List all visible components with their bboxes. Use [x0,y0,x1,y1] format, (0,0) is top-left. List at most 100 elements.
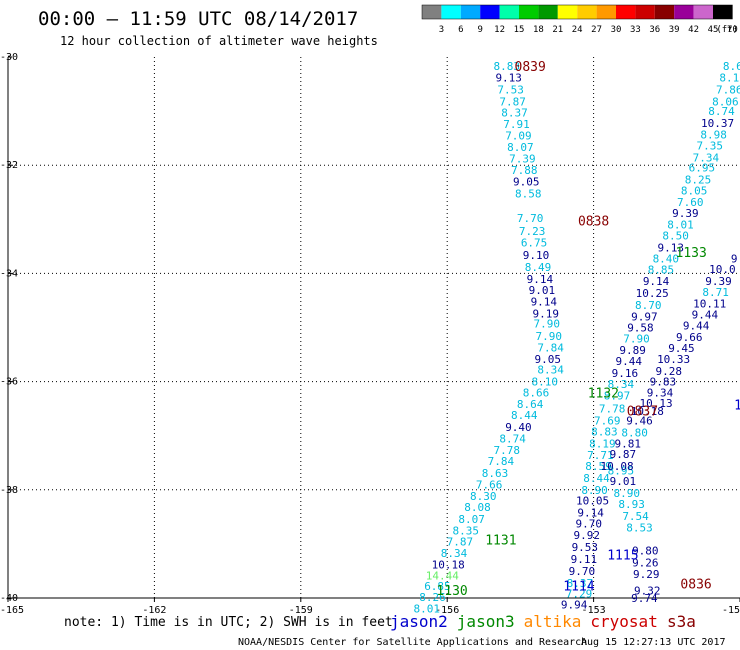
x-tick-label: -156 [435,605,459,616]
wave-height-point: 8.19 [589,437,616,450]
wave-height-point: 9.01 [529,284,556,297]
wave-height-point: 8.49 [525,261,552,274]
wave-height-point: 8.01 [413,602,440,615]
wave-height-point: 8.44 [583,472,610,485]
x-tick-label: -15 [722,605,740,616]
wave-height-point: 8.40 [653,252,680,265]
wave-height-point: 9.05 [534,353,561,366]
pass-time-label: 0838 [578,214,609,229]
wave-height-point: 8.34 [441,547,468,560]
wave-height-point: 8.44 [511,409,538,422]
wave-height-point: 9.13 [657,241,684,254]
legend-tick-label: 36 [649,25,660,35]
satellite-legend: jason2 jason3 altika cryosat s3a [390,612,696,631]
wave-height-point: 8.01 [667,219,694,232]
legend-tick-label: 9 [477,25,482,35]
wave-height-point: 8.53 [626,522,653,535]
satellite-label-s3a: s3a [667,612,696,631]
wave-height-point: 8.98 [700,128,727,141]
wave-height-point: 8.63 [482,467,509,480]
wave-height-point: 9.70 [569,565,596,578]
wave-height-point: 8.70 [635,299,662,312]
legend-swatch [713,5,733,19]
legend-tick-label: 24 [572,25,583,35]
legend-swatch [654,5,675,19]
wave-height-point: 9.29 [633,568,660,581]
wave-height-point: 9.44 [683,319,710,332]
wave-height-point: 8.06 [712,95,739,108]
footer-timestamp: Aug 15 12:27:13 UTC 2017 [581,637,726,648]
wave-height-point: 9.05 [513,175,540,188]
legend-swatch [596,5,616,19]
legend-swatch [693,5,713,19]
wave-height-point: 9.28 [656,365,683,378]
wave-height-point: 7.84 [488,455,515,468]
color-scale-legend: 3 6 9 12 15 18 21 24 27 30 33 36 39 42 45 70(ft) [421,4,738,35]
wave-height-point: 8.37 [567,577,594,590]
legend-tick-label: 6 [458,25,463,35]
plot-area: -165 -162 -159 -156 -153 -15 -30 -32 -34 -36 -38 -4… [0,52,740,616]
legend-tick-label: 3 [439,25,444,35]
wave-height-point: 7.90 [534,318,561,331]
wave-height-point: 9.44 [692,309,719,322]
legend-tick-label: 45 [708,25,719,35]
wave-height-point: 9.53 [572,541,599,554]
wave-height-point: 9.01 [610,475,637,488]
legend-tick-label: 21 [552,25,563,35]
wave-height-point: 10.13 [640,397,673,410]
legend-swatch [635,5,655,19]
pass-time-label: 0837 [627,404,658,419]
legend-tick-label: 18 [533,25,544,35]
wave-height-point: 9.44 [615,355,642,368]
legend-units: (ft) [716,25,738,35]
wave-height-point: 7.53 [497,83,524,96]
wave-height-point: 7.88 [511,164,538,177]
wave-height-point: 8.93 [618,498,645,511]
wave-height-point: 9.39 [672,207,699,220]
wave-height-point: 9.92 [574,529,601,542]
legend-tick-label: 27 [591,25,602,35]
wave-height-point: 10.25 [636,287,669,300]
wave-height-point: 9.39 [705,275,732,288]
wave-height-point: 8.35 [452,524,479,537]
wave-height-point: 10.37 [701,117,734,130]
chart-subtitle: 12 hour collection of altimeter wave hei… [60,34,378,48]
y-tick-label: -36 [0,377,18,388]
wave-height-point: 9.32 [634,584,661,597]
wave-height-point: 9.46 [626,415,653,428]
legend-tick-label: 33 [630,25,641,35]
wave-height-point: 8.50 [662,230,689,243]
pass-time-label: 1130 [436,584,467,599]
wave-height-point: 7.71 [587,449,614,462]
wave-height-point: 8.66 [523,386,550,399]
wave-height-point: 10.18 [432,558,465,571]
x-tick-label: -153 [582,605,606,616]
wave-height-point: 8.97 [604,390,631,403]
wave-height-point: 7.84 [537,342,564,355]
pass-time-label: 1131 [485,534,516,549]
legend-swatch [616,5,636,19]
wave-height-point: 9.14 [643,275,670,288]
pass-time-label: 1115 [607,549,638,564]
y-tick-label: -32 [0,160,18,171]
legend-frame [421,4,733,20]
wave-height-point: 8.08 [464,501,491,514]
pass-time-label: 1 [739,89,740,104]
wave-height-point: 9.74 [631,592,658,605]
wave-height-point: 8.05 [681,185,708,198]
wave-height-point: 8.64 [517,398,544,411]
legend-tick-label: 70 [727,25,738,35]
wave-height-point: 9.89 [619,344,646,357]
wave-height-point: 7.66 [476,478,503,491]
satellite-label-jason2: jason2 [390,612,448,631]
legend-swatch [557,5,578,19]
x-tick-label: -162 [142,605,166,616]
wave-height-point: 8.07 [458,513,485,526]
legend-tick-label: 12 [494,25,505,35]
wave-height-point: 9.97 [631,311,658,324]
wave-height-point: 9.14 [577,507,604,520]
footer-note: note: 1) Time is in UTC; 2) SWH is in fe… [64,615,393,630]
pass-time-label: 1116 [734,398,740,413]
wave-height-point: 7.39 [509,153,536,166]
chart-title: 00:00 — 11:59 UTC 08/14/2017 [38,8,358,30]
